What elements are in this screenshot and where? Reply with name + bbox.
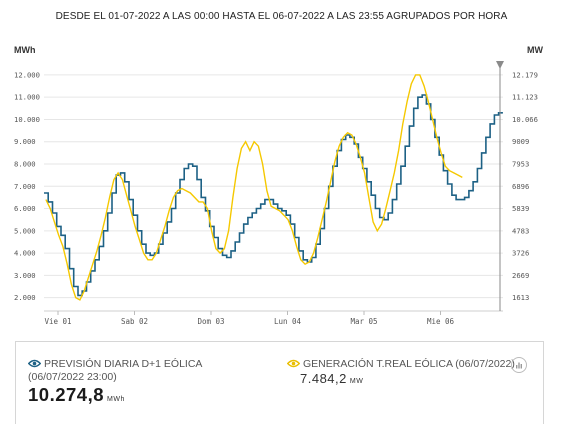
- y-right-tick-label: 12.179: [512, 70, 538, 79]
- right-axis-unit: MW: [527, 45, 543, 55]
- y-left-tick-label: 3.000: [14, 271, 36, 280]
- y-right-tick-label: 4783: [512, 226, 529, 235]
- y-right-tick-label: 5839: [512, 204, 529, 213]
- left-axis-ticks: 2.000 3.000 4.000 5.000 6.000 7.000 8.000 9.000…: [14, 70, 40, 302]
- x-axis-ticks: Vie 01 Sab 02 Dom 03 Lun 04 Mar 05 Mie 06: [44, 311, 455, 326]
- eye-icon[interactable]: [286, 359, 301, 371]
- y-left-tick-label: 12.000: [14, 70, 40, 79]
- x-tick-label: Lun 04: [274, 317, 302, 326]
- series-real-line: [45, 74, 463, 301]
- y-left-tick-label: 11.000: [14, 93, 40, 102]
- y-left-tick-label: 5.000: [14, 226, 36, 235]
- y-right-tick-label: 1613: [512, 293, 529, 302]
- x-tick-label: Mie 06: [427, 317, 455, 326]
- legend-forecast-label: PREVISIÓN DIARIA D+1 EÓLICA (06/07/2022 …: [28, 358, 202, 383]
- y-left-tick-label: 7.000: [14, 182, 36, 191]
- left-axis-unit: MWh: [14, 45, 36, 55]
- legend-forecast[interactable]: PREVISIÓN DIARIA D+1 EÓLICA (06/07/2022 …: [27, 358, 258, 383]
- y-left-tick-label: 10.000: [14, 115, 40, 124]
- series-forecast-line: [44, 94, 503, 297]
- x-tick-label: Mar 05: [350, 317, 377, 326]
- chart-plot[interactable]: 2.000 3.000 4.000 5.000 6.000 7.000 8.000 9.000…: [0, 0, 563, 340]
- y-right-tick-label: 7953: [512, 160, 529, 169]
- y-right-tick-label: 6896: [512, 182, 529, 191]
- right-axis-ticks: 1613 2669 3726 4783 5839 6896 7953 9009 10.066 11…: [512, 70, 538, 302]
- y-right-tick-label: 10.066: [512, 115, 538, 124]
- chart-title: DESDE EL 01-07-2022 A LAS 00:00 HASTA EL…: [55, 11, 508, 22]
- y-left-tick-label: 8.000: [14, 160, 36, 169]
- forecast-value: 10.274,8 MWh: [28, 384, 125, 405]
- bar-chart-icon: [516, 362, 522, 369]
- y-right-tick-label: 3726: [512, 249, 529, 258]
- x-tick-label: Dom 03: [197, 317, 224, 326]
- grid-lines: [44, 74, 503, 312]
- cursor-handle-icon[interactable]: [496, 61, 504, 69]
- real-value: 7.484,2 MW: [300, 371, 364, 386]
- x-tick-label: Sab 02: [121, 317, 148, 326]
- legend-real-label: GENERACIÓN T.REAL EÓLICA (06/07/2022): [303, 358, 515, 370]
- legend-panel: [15, 341, 544, 424]
- y-left-tick-label: 4.000: [14, 249, 36, 258]
- y-left-tick-label: 6.000: [14, 204, 36, 213]
- x-tick-label: Vie 01: [44, 317, 71, 326]
- y-right-tick-label: 11.123: [512, 93, 538, 102]
- statistics-button[interactable]: [511, 357, 527, 373]
- y-right-tick-label: 9009: [512, 137, 529, 146]
- legend-real[interactable]: GENERACIÓN T.REAL EÓLICA (06/07/2022): [286, 358, 515, 371]
- y-left-tick-label: 2.000: [14, 293, 36, 302]
- y-right-tick-label: 2669: [512, 271, 529, 280]
- eye-icon[interactable]: [27, 359, 42, 371]
- y-left-tick-label: 9.000: [14, 137, 36, 146]
